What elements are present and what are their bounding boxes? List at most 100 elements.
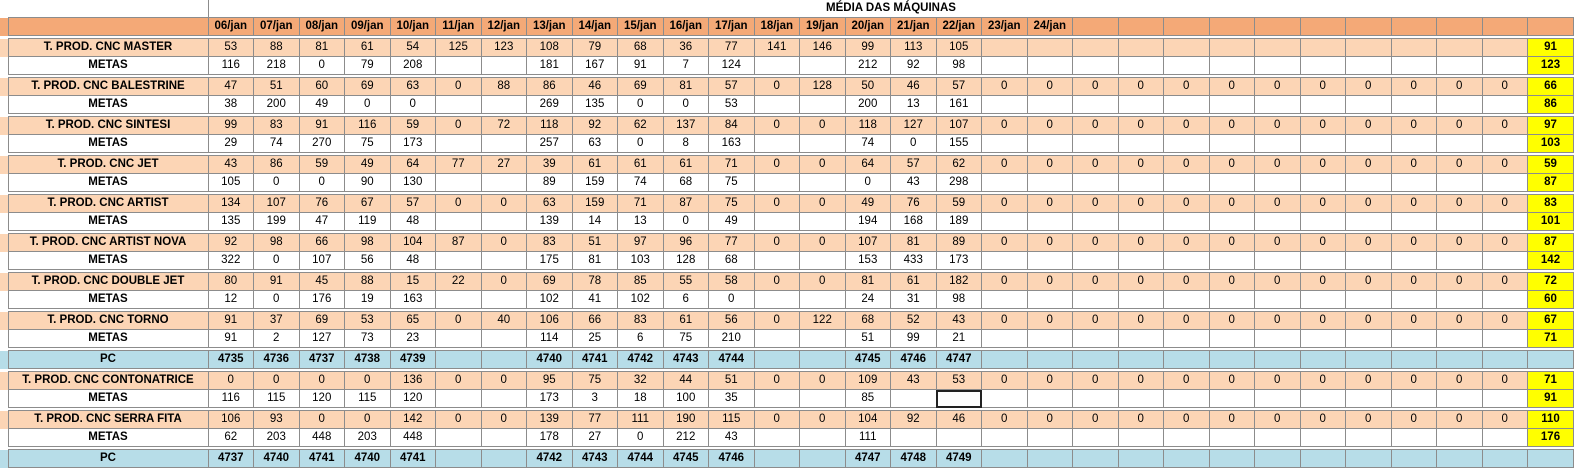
- production-value[interactable]: 0: [207, 371, 254, 390]
- production-value[interactable]: 0: [1163, 116, 1210, 135]
- production-value[interactable]: 0: [480, 194, 527, 213]
- production-value[interactable]: 0: [480, 272, 527, 291]
- production-value[interactable]: 0: [799, 371, 846, 390]
- production-value[interactable]: 0: [1208, 233, 1255, 252]
- target-average[interactable]: 60: [1527, 290, 1574, 309]
- target-label[interactable]: METAS: [7, 389, 209, 408]
- target-value[interactable]: [1117, 173, 1164, 192]
- target-value[interactable]: [981, 251, 1028, 270]
- date-header[interactable]: 17/jan: [708, 17, 755, 36]
- target-label[interactable]: METAS: [7, 212, 209, 231]
- production-value[interactable]: 0: [1436, 311, 1483, 330]
- production-value[interactable]: 0: [981, 116, 1028, 135]
- target-value[interactable]: [1481, 56, 1528, 75]
- target-value[interactable]: [1163, 56, 1210, 75]
- target-value[interactable]: 48: [389, 212, 436, 231]
- production-value[interactable]: 61: [571, 155, 618, 174]
- pc-value[interactable]: 4747: [844, 449, 891, 468]
- target-value[interactable]: 100: [662, 389, 709, 408]
- production-value[interactable]: 0: [1072, 371, 1119, 390]
- target-value[interactable]: [1299, 56, 1346, 75]
- production-value[interactable]: 83: [253, 116, 300, 135]
- target-value[interactable]: [1117, 290, 1164, 309]
- target-value[interactable]: 49: [298, 95, 345, 114]
- production-value[interactable]: 0: [1345, 116, 1392, 135]
- target-value[interactable]: [480, 428, 527, 447]
- production-value[interactable]: 59: [389, 116, 436, 135]
- target-value[interactable]: [1117, 212, 1164, 231]
- target-value[interactable]: 448: [389, 428, 436, 447]
- production-value[interactable]: 71: [708, 155, 755, 174]
- pc-value[interactable]: [799, 350, 846, 369]
- production-average[interactable]: 67: [1527, 311, 1574, 330]
- production-value[interactable]: 56: [708, 311, 755, 330]
- target-value[interactable]: [1481, 212, 1528, 231]
- production-value[interactable]: 81: [890, 233, 937, 252]
- pc-average-cell[interactable]: [1527, 449, 1574, 468]
- target-value[interactable]: 200: [253, 95, 300, 114]
- target-value[interactable]: [435, 212, 482, 231]
- production-value[interactable]: 0: [1072, 77, 1119, 96]
- production-value[interactable]: 0: [1117, 155, 1164, 174]
- target-value[interactable]: [480, 389, 527, 408]
- target-value[interactable]: [1436, 56, 1483, 75]
- target-value[interactable]: [890, 389, 937, 408]
- production-value[interactable]: 0: [1436, 194, 1483, 213]
- production-value[interactable]: 0: [1117, 272, 1164, 291]
- production-value[interactable]: 0: [1481, 233, 1528, 252]
- production-value[interactable]: 99: [844, 38, 891, 57]
- target-value[interactable]: 0: [844, 173, 891, 192]
- target-value[interactable]: 0: [253, 173, 300, 192]
- target-value[interactable]: [799, 134, 846, 153]
- pc-value[interactable]: [1254, 350, 1301, 369]
- production-value[interactable]: 79: [571, 38, 618, 57]
- production-value[interactable]: 92: [890, 410, 937, 429]
- target-value[interactable]: 210: [708, 329, 755, 348]
- target-value[interactable]: 49: [708, 212, 755, 231]
- target-value[interactable]: [1117, 389, 1164, 408]
- production-value[interactable]: 0: [1436, 272, 1483, 291]
- target-value[interactable]: [1117, 134, 1164, 153]
- production-value[interactable]: 61: [617, 155, 664, 174]
- header-empty-cell[interactable]: [1254, 17, 1301, 36]
- production-value[interactable]: 0: [753, 194, 800, 213]
- target-value[interactable]: 53: [708, 95, 755, 114]
- target-value[interactable]: 68: [662, 173, 709, 192]
- production-value[interactable]: 65: [389, 311, 436, 330]
- production-value[interactable]: 128: [799, 77, 846, 96]
- target-value[interactable]: 269: [526, 95, 573, 114]
- production-value[interactable]: 55: [662, 272, 709, 291]
- production-value[interactable]: 37: [253, 311, 300, 330]
- target-value[interactable]: 31: [890, 290, 937, 309]
- production-value[interactable]: 0: [1481, 371, 1528, 390]
- production-value[interactable]: 0: [799, 155, 846, 174]
- target-average[interactable]: 91: [1527, 389, 1574, 408]
- production-value[interactable]: 67: [344, 194, 391, 213]
- production-value[interactable]: 0: [1117, 233, 1164, 252]
- production-value[interactable]: 93: [253, 410, 300, 429]
- production-average[interactable]: 110: [1527, 410, 1574, 429]
- target-value[interactable]: 0: [662, 95, 709, 114]
- target-value[interactable]: [799, 95, 846, 114]
- target-value[interactable]: 116: [207, 56, 254, 75]
- production-value[interactable]: 0: [1436, 116, 1483, 135]
- production-value[interactable]: 0: [344, 410, 391, 429]
- production-value[interactable]: 0: [1254, 272, 1301, 291]
- target-value[interactable]: 163: [708, 134, 755, 153]
- production-value[interactable]: 107: [844, 233, 891, 252]
- target-value[interactable]: [1208, 212, 1255, 231]
- target-value[interactable]: [1345, 389, 1392, 408]
- pc-value[interactable]: 4737: [298, 350, 345, 369]
- target-value[interactable]: 18: [617, 389, 664, 408]
- target-value[interactable]: 102: [526, 290, 573, 309]
- production-value[interactable]: 0: [1163, 410, 1210, 429]
- production-value[interactable]: 0: [1117, 77, 1164, 96]
- target-value[interactable]: [1436, 95, 1483, 114]
- production-value[interactable]: 0: [1026, 155, 1073, 174]
- production-average[interactable]: 91: [1527, 38, 1574, 57]
- target-value[interactable]: [1254, 173, 1301, 192]
- target-value[interactable]: 81: [571, 251, 618, 270]
- target-value[interactable]: [981, 212, 1028, 231]
- pc-value[interactable]: [435, 350, 482, 369]
- target-value[interactable]: 194: [844, 212, 891, 231]
